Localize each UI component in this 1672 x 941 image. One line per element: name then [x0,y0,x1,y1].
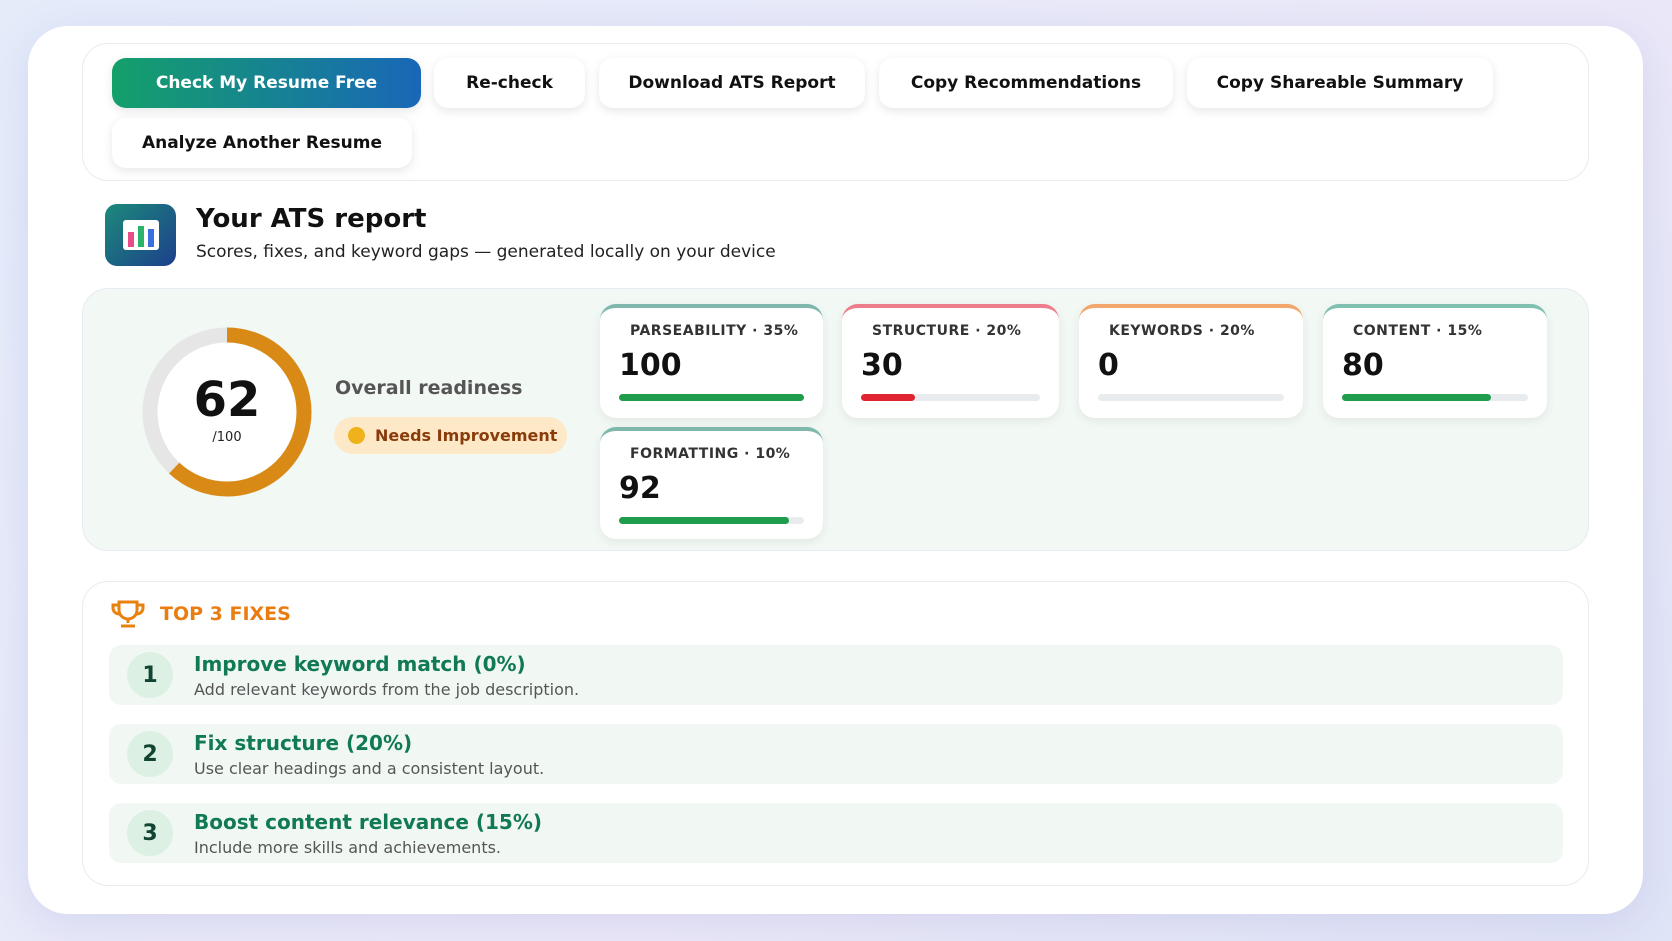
metric-bar [619,394,804,401]
metric-value: 0 [1098,348,1119,383]
metric-label: PARSEABILITY · 35% [630,323,799,339]
status-text: Needs Improvement [375,426,558,445]
fix-number: 3 [127,810,173,856]
fix-row: 3 Boost content relevance (15%) Include mo… [109,803,1563,863]
toolbar-button[interactable]: Download ATS Report [599,58,865,108]
status-dot [348,427,365,444]
metric-bar [861,394,915,401]
toolbar-button[interactable]: Copy Recommendations [879,58,1173,108]
toolbar-button[interactable]: Copy Shareable Summary [1187,58,1493,108]
fix-description: Add relevant keywords from the job descr… [194,680,580,699]
fix-row: 1 Improve keyword match (0%) Add relevant … [109,645,1563,705]
icon-chart [123,220,159,250]
score-max: /100 [212,430,242,445]
metric-track [619,517,804,524]
metric-card: PARSEABILITY · 35% 100 [600,304,823,418]
metric-card: STRUCTURE · 20% 30 [842,304,1059,418]
metric-card: FORMATTING · 10% 92 [600,427,823,539]
metric-card: KEYWORDS · 20% 0 [1079,304,1303,418]
toolbar-button[interactable]: Re-check [434,58,585,108]
status-badge: Needs Improvement [334,417,567,454]
fix-title: Fix structure (20%) [194,731,413,755]
score-value: 62 [193,372,261,428]
fix-description: Use clear headings and a consistent layo… [194,759,545,778]
metric-label: KEYWORDS · 20% [1109,323,1255,339]
metric-value: 80 [1342,348,1384,383]
report-icon [105,204,176,266]
metric-track [619,394,804,401]
fix-number: 2 [127,731,173,777]
fix-title: Improve keyword match (0%) [194,652,526,676]
fixes-title: TOP 3 FIXES [160,603,291,625]
metric-track [861,394,1040,401]
icon-bar [138,226,144,247]
metric-track [1098,394,1284,401]
metric-value: 100 [619,348,682,383]
report-subtitle: Scores, fixes, and keyword gaps — genera… [196,242,776,262]
trophy-icon [111,600,145,628]
metric-value: 30 [861,348,903,383]
metric-label: CONTENT · 15% [1353,323,1483,339]
readiness-caption: Overall readiness [335,377,523,399]
report-title: Your ATS report [196,204,427,234]
metric-label: STRUCTURE · 20% [872,323,1022,339]
toolbar-button[interactable]: Check My Resume Free [112,58,421,108]
fix-description: Include more skills and achievements. [194,838,502,857]
metric-track [1342,394,1528,401]
icon-bar [128,232,134,247]
fix-row: 2 Fix structure (20%) Use clear headings a… [109,724,1563,784]
metric-label: FORMATTING · 10% [630,446,791,462]
ring-progress [142,327,312,497]
score-ring [142,327,312,497]
metric-bar [619,517,790,524]
metric-bar [1342,394,1491,401]
fix-title: Boost content relevance (15%) [194,810,543,834]
icon-bar [148,229,154,247]
metric-value: 92 [619,471,661,506]
toolbar-button[interactable]: Analyze Another Resume [112,118,412,168]
metric-card: CONTENT · 15% 80 [1323,304,1547,418]
fix-number: 1 [127,652,173,698]
trophy [111,600,145,628]
